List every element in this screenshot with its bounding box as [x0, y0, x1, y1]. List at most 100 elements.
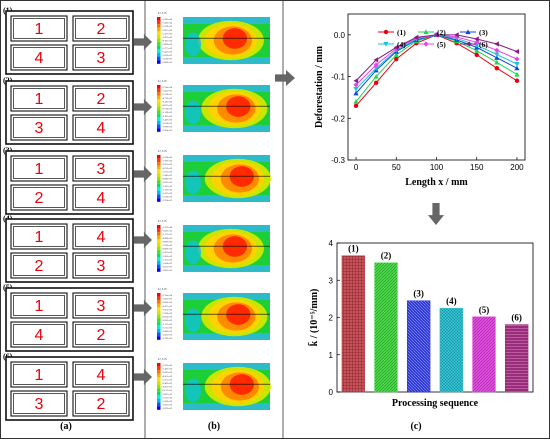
contour-legend-value: -1.618e-02	[162, 197, 173, 199]
contour-legend-swatch	[157, 194, 161, 199]
contour-legend-swatch	[157, 103, 161, 107]
contour-legend-value: -2.847e-03	[162, 372, 173, 374]
bar-2	[374, 262, 398, 393]
contour-legend-swatch	[157, 239, 161, 243]
sequence-number: 1	[35, 161, 44, 178]
contour-legend-value: -1.605e-02	[162, 335, 173, 337]
legend-label: (5)	[437, 40, 446, 49]
layout-cell	[72, 292, 130, 319]
data-point	[394, 56, 399, 62]
bar-4	[439, 307, 464, 393]
layout-cell-inner	[13, 47, 65, 68]
layout-cell	[10, 184, 68, 211]
sequence-number: 4	[97, 120, 106, 137]
contour-legend-value: -1.465e-03	[162, 91, 173, 93]
contour-plot-2: U, U3 -1.334e-04 -1.465e-03-3.118e-03 -4.77…	[157, 79, 270, 132]
bar-5	[472, 316, 496, 393]
contour-legend-value: -1.326e-02	[162, 189, 173, 191]
contour-legend-swatch	[157, 402, 161, 407]
data-point	[393, 44, 399, 50]
layout-cell-inner	[75, 18, 127, 39]
contour-band	[183, 125, 270, 132]
contour-legend-value: -7.497e-03	[162, 37, 173, 39]
bar-category-label: (2)	[381, 251, 392, 261]
layout-cell-inner	[75, 393, 127, 414]
sequence-number: 2	[35, 190, 44, 207]
bar-6	[504, 324, 529, 393]
bar-category-label: (6)	[511, 313, 522, 323]
sequence-number: 1	[35, 21, 44, 38]
layout-cell-inner	[75, 255, 127, 276]
layout-cell	[10, 85, 68, 112]
bar-1	[341, 255, 366, 393]
arrow-a-to-b	[134, 99, 152, 115]
layout-cell	[10, 114, 68, 141]
bar-category-label: (1)	[348, 244, 359, 254]
contour-legend-value: -3.028e-03	[162, 302, 173, 304]
data-point	[353, 103, 359, 108]
sequence-number: 4	[97, 229, 106, 246]
contour-legend-swatch	[157, 176, 161, 181]
contour-legend-value: -5.921e-03	[162, 309, 173, 311]
layout-cell-inner	[13, 255, 65, 276]
arrow-a-to-b	[134, 232, 152, 248]
data-point	[494, 66, 500, 71]
arrow-b-to-c	[275, 70, 295, 86]
contour-legend-swatch	[157, 329, 161, 333]
sequence-number: 2	[35, 258, 44, 275]
data-point	[353, 82, 359, 88]
contour-legend-value: -1.206e-02	[162, 256, 173, 258]
contour-legend-swatch	[157, 198, 161, 202]
contour-legend-value: -1.315e-02	[162, 327, 173, 329]
layout-cell	[72, 155, 130, 182]
contour-legend-swatch	[157, 253, 161, 258]
contour-legend-value: -1.504e-02	[162, 263, 173, 265]
contour-legend-value: -1.620e-02	[162, 55, 173, 57]
data-point	[494, 47, 500, 53]
contour-legend-value: -9.728e-03	[162, 109, 173, 111]
x-tick-label: 100	[430, 163, 444, 172]
contour-legend-value: -2.000e-02	[162, 62, 173, 64]
sequence-number: 1	[35, 298, 44, 315]
contour-legend-swatch	[157, 42, 161, 46]
contour-legend-value: -4.770e-03	[162, 98, 173, 100]
contour-legend-swatch	[157, 113, 161, 118]
contour-legend-value: -1.368e-02	[162, 401, 173, 403]
layout-cell	[72, 15, 130, 42]
sequence-number: 2	[97, 327, 106, 344]
contour-legend-swatch	[157, 399, 161, 403]
x-tick-label: 200	[510, 163, 524, 172]
contour-legend-value: -1.447e-02	[162, 51, 173, 53]
contour-legend-value: -1.503e-02	[162, 405, 173, 407]
contour-legend-swatch	[157, 391, 161, 396]
contour-legend-value: -8.075e-03	[162, 105, 173, 107]
bar-category-label: (5)	[479, 305, 490, 315]
layout-cell	[72, 44, 130, 71]
arrow-a-to-b	[134, 34, 152, 50]
contour-legend-swatch	[157, 49, 161, 53]
data-point	[353, 87, 359, 92]
contour-legend-value: -3.857e-03	[162, 30, 173, 32]
layout-cell	[72, 361, 130, 388]
arrow-a-to-b	[134, 369, 152, 385]
contour-plot-3: U, U3 -1.378e-04 -1.596e-03-3.055e-03 -4.51…	[157, 149, 271, 202]
contour-legend-value: -1.799e-02	[162, 127, 173, 129]
layout-cell	[72, 390, 130, 417]
contour-legend-value: -2.138e-03	[162, 26, 173, 28]
x-tick-label: 150	[470, 163, 484, 172]
layout-cell-inner	[13, 187, 65, 208]
contour-legend-swatch	[157, 24, 161, 28]
contour-legend-value: -1.472e-02	[162, 193, 173, 195]
contour-plot-5: U, U3 -1.354e-04 -1.582e-03-3.028e-03 -4.47…	[157, 287, 270, 340]
data-point	[353, 78, 359, 84]
bar-chart: 0 1 2 3 4 Processing sequence k̄ / (10⁻⁵/mm) (1…	[308, 239, 534, 409]
contour-legend-value: -4.608e-03	[162, 238, 173, 240]
contour-legend-swatch	[157, 158, 161, 163]
contour-legend-swatch	[157, 370, 161, 374]
sequence-number: 2	[97, 396, 106, 413]
layout-cell-inner	[75, 88, 127, 109]
contour-title: U, U3	[158, 79, 167, 84]
